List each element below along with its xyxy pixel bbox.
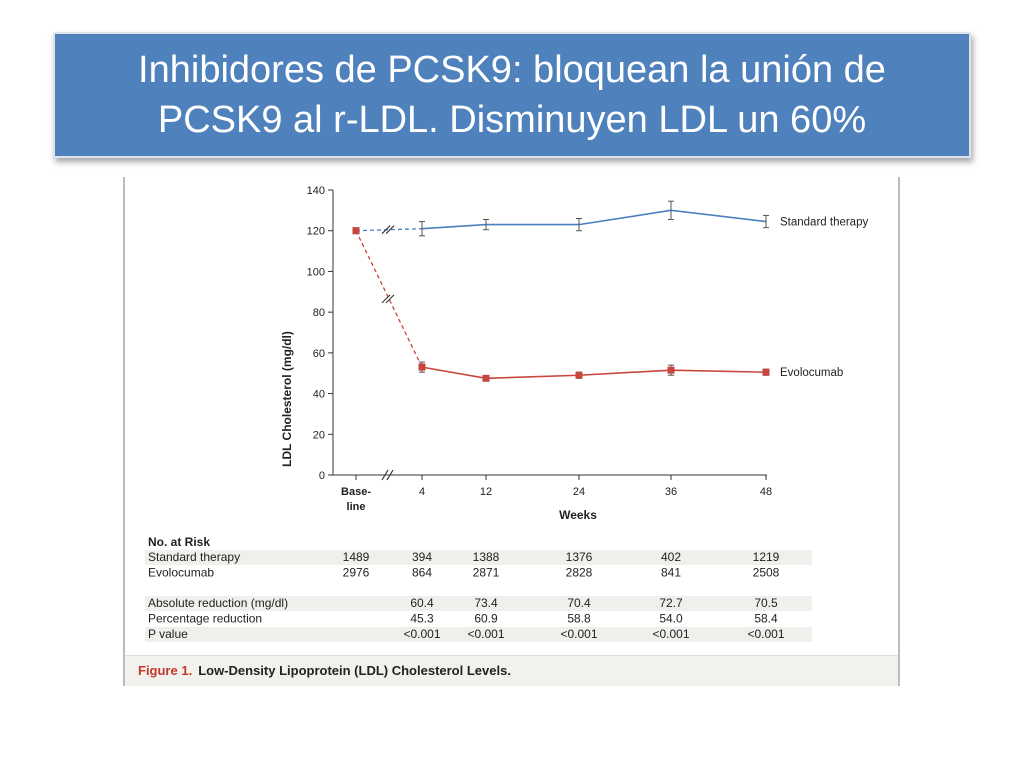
x-tick-label: 12 <box>480 486 492 498</box>
figure-caption-label: Figure 1. <box>138 663 193 678</box>
stats-row-cell: <0.001 <box>560 627 597 641</box>
stats-row-cell: 73.4 <box>474 596 498 610</box>
risk-row-cell: 1489 <box>343 550 370 564</box>
x-tick-label: Base- <box>341 486 371 498</box>
evolocumab-point <box>762 368 770 376</box>
ldl-line-chart: Standard therapy 1489 394 1388 1376 402 1219 Ev… <box>145 185 868 642</box>
x-axis-label: Weeks <box>559 508 597 522</box>
evolocumab-point <box>575 371 583 379</box>
slide-title-line1: Inhibidores de PCSK9: bloquean la unión … <box>138 49 886 91</box>
figure-panel: Standard therapy 1489 394 1388 1376 402 1219 Ev… <box>123 177 900 686</box>
stats-row-cell: 54.0 <box>659 612 683 626</box>
stats-row-cell: 58.4 <box>754 612 778 626</box>
evolocumab-series-label: Evolocumab <box>780 367 843 379</box>
figure-caption: Figure 1. Low-Density Lipoprotein (LDL) C… <box>125 655 898 686</box>
stats-row-cell: 70.4 <box>567 596 591 610</box>
risk-row-cell: 1376 <box>566 550 593 564</box>
y-tick-label: 80 <box>313 307 325 319</box>
stats-row-cell: 58.8 <box>567 612 591 626</box>
y-tick-label: 120 <box>307 226 325 238</box>
figure-caption-text: Low-Density Lipoprotein (LDL) Cholestero… <box>198 663 511 678</box>
risk-row-cell: 2828 <box>566 566 593 580</box>
y-axis-label: LDL Cholesterol (mg/dl) <box>280 331 294 467</box>
y-tick-label: 20 <box>313 429 325 441</box>
evolocumab-point <box>482 374 490 382</box>
stats-row-cell: <0.001 <box>467 627 504 641</box>
evolocumab-point <box>418 363 426 371</box>
risk-row-label: Standard therapy <box>148 550 240 564</box>
stats-row-cell: 70.5 <box>754 596 778 610</box>
risk-row-label: Evolocumab <box>148 566 214 580</box>
risk-row-cell: 2976 <box>343 566 370 580</box>
standard-therapy-line <box>421 209 767 230</box>
evolocumab-point <box>667 366 675 374</box>
y-tick-label: 40 <box>313 389 325 401</box>
risk-row-cell: 1219 <box>753 550 780 564</box>
x-tick-label: 4 <box>419 486 425 498</box>
stats-row-label: Absolute reduction (mg/dl) <box>148 596 288 610</box>
y-tick-label: 140 <box>307 185 325 197</box>
y-tick-label: 0 <box>319 470 325 482</box>
risk-row-cell: 864 <box>412 566 432 580</box>
y-tick-label: 60 <box>313 348 325 360</box>
risk-row-cell: 394 <box>412 550 432 564</box>
standard-therapy-series-label: Standard therapy <box>780 217 868 229</box>
standard-therapy-break-mark <box>385 225 395 235</box>
slide-title: Inhibidores de PCSK9: bloquean la unión … <box>108 45 916 145</box>
standard-therapy-break-mark <box>381 225 391 235</box>
stats-row-cell: <0.001 <box>747 627 784 641</box>
y-tick-label: 100 <box>307 266 325 278</box>
stats-row-cell: <0.001 <box>652 627 689 641</box>
stats-row-cell: <0.001 <box>403 627 440 641</box>
x-tick-label: 36 <box>665 486 677 498</box>
x-axis-break-mark <box>386 469 394 481</box>
risk-row-cell: 402 <box>661 550 681 564</box>
risk-row-cell: 1388 <box>473 550 500 564</box>
stats-row-label: P value <box>148 627 188 641</box>
evolocumab-point <box>352 227 360 235</box>
evolocumab-line <box>421 366 767 380</box>
stats-row-cell: 60.4 <box>410 596 434 610</box>
x-tick-label-line2: line <box>347 501 366 513</box>
slide-title-box: Inhibidores de PCSK9: bloquean la unión … <box>53 32 971 158</box>
risk-row-cell: 2508 <box>753 566 780 580</box>
risk-table-heading: No. at Risk <box>148 535 210 549</box>
x-tick-label: 48 <box>760 486 772 498</box>
risk-row-band <box>145 550 812 565</box>
stats-row-band <box>145 627 812 642</box>
x-axis-break-mark <box>381 469 389 481</box>
evolocumab-break-mark <box>381 294 391 304</box>
evolocumab-break-mark <box>385 294 395 304</box>
stats-row-cell: 60.9 <box>474 612 498 626</box>
evolocumab-dashed-segment <box>355 230 423 368</box>
stats-row-band <box>145 596 812 611</box>
stats-row-cell: 72.7 <box>659 596 683 610</box>
x-tick-label: 24 <box>573 486 585 498</box>
risk-row-cell: 841 <box>661 566 681 580</box>
risk-row-cell: 2871 <box>473 566 500 580</box>
stats-row-cell: 45.3 <box>410 612 434 626</box>
slide-title-line2: PCSK9 al r-LDL. Disminuyen LDL un 60% <box>157 99 867 141</box>
stats-row-label: Percentage reduction <box>148 612 262 626</box>
